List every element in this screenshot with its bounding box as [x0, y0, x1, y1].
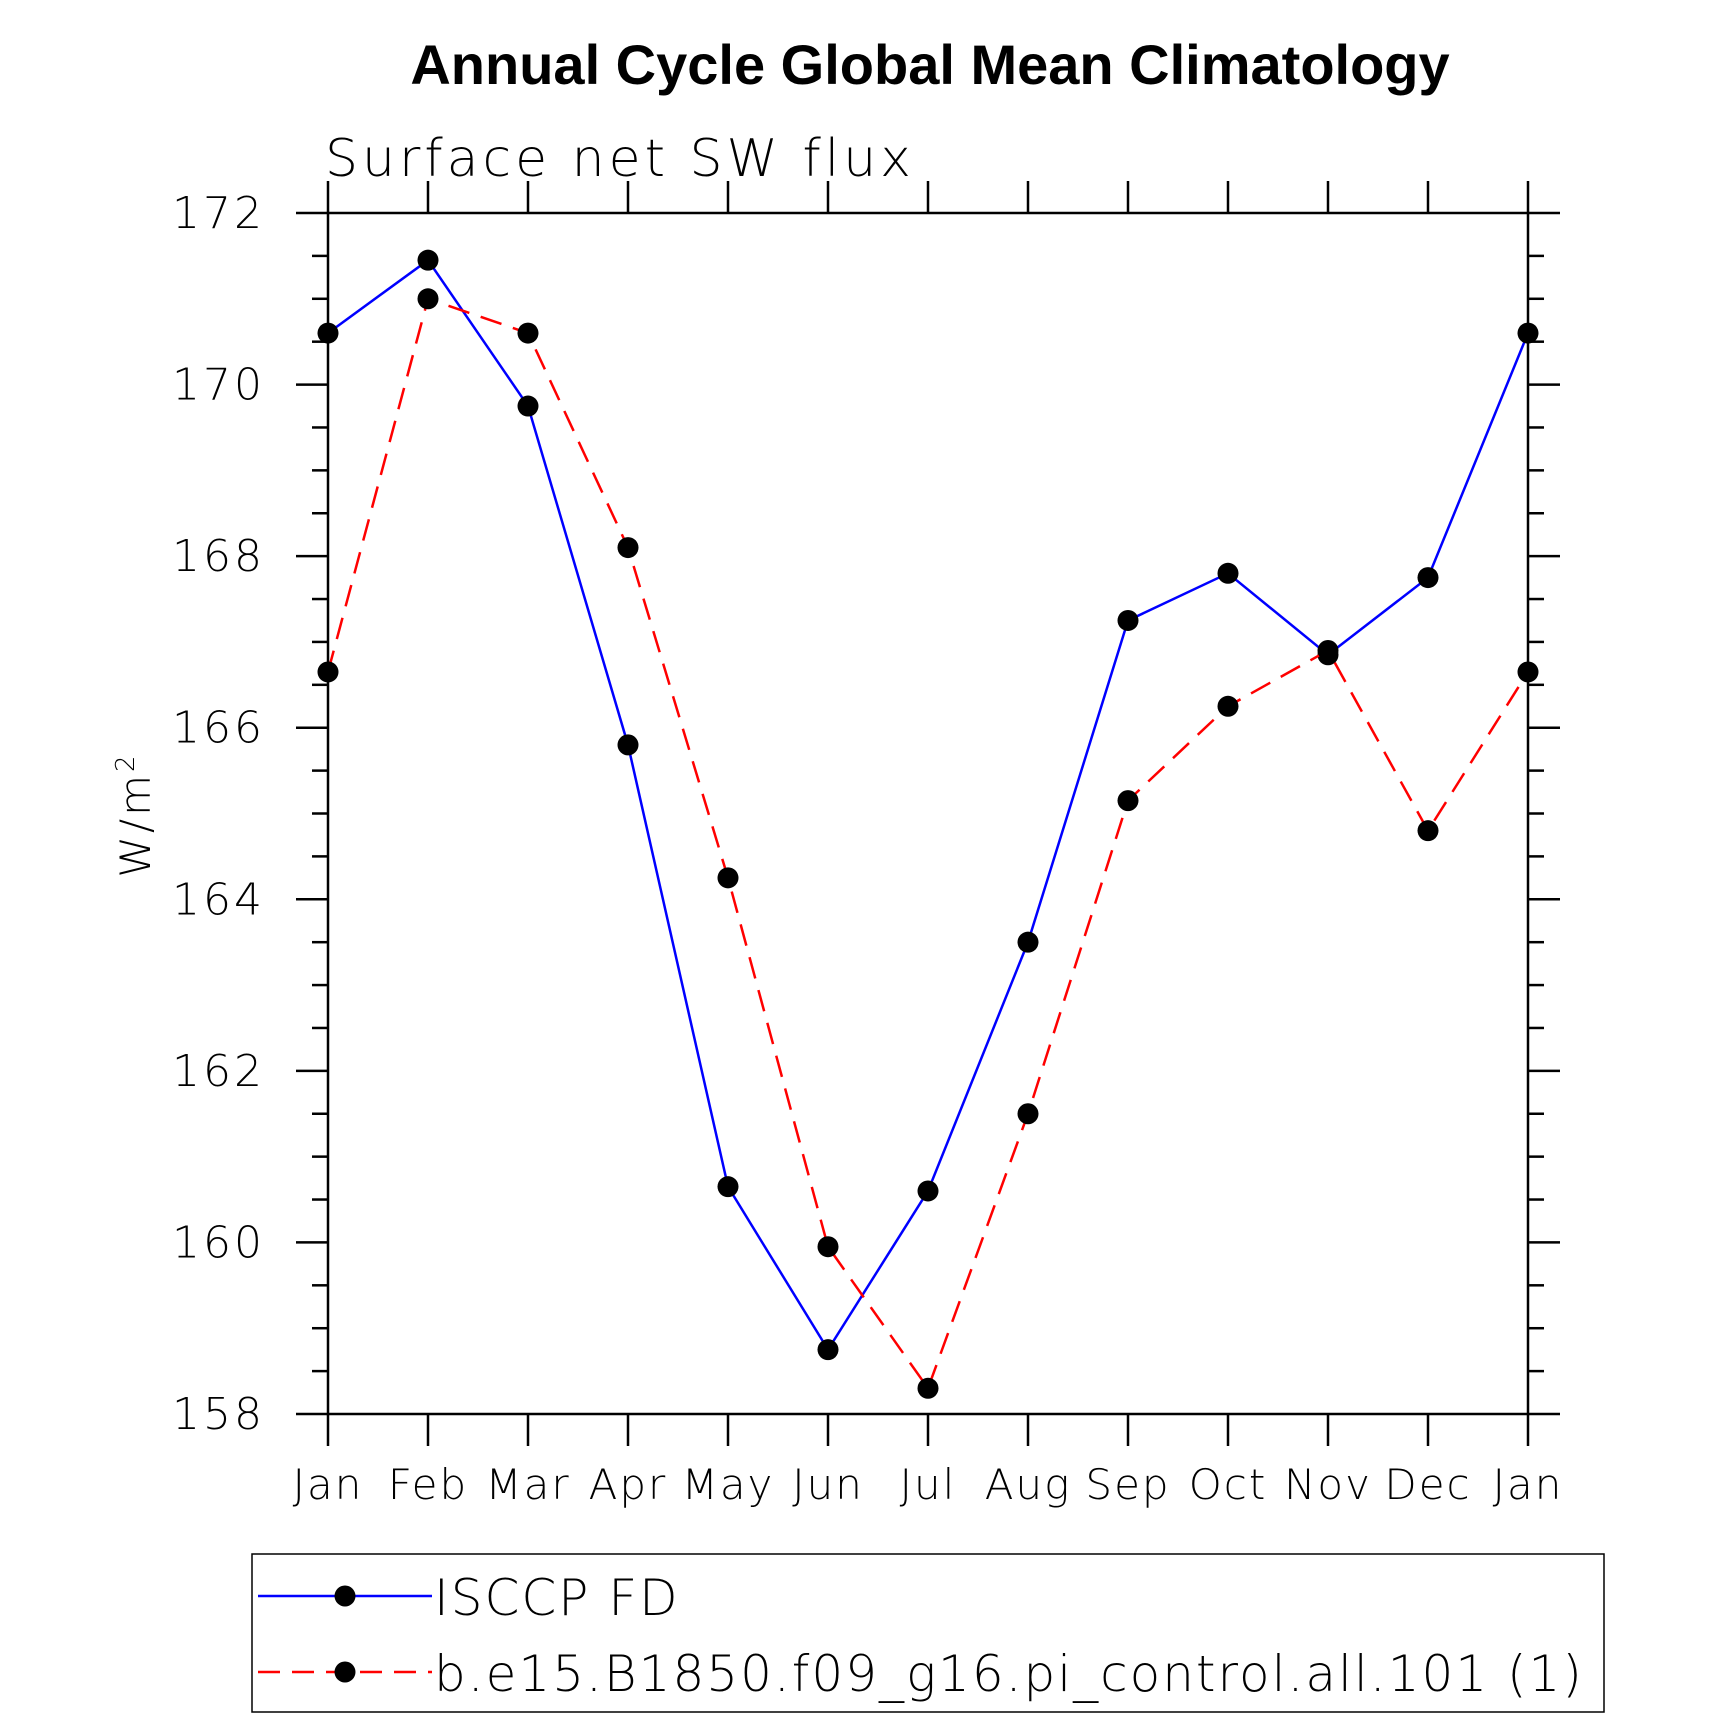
- y-tick-label: 168: [172, 531, 265, 582]
- series-2-point: [1517, 661, 1539, 683]
- x-tick-label: Jul: [900, 1460, 957, 1509]
- series-2-point: [1417, 820, 1439, 842]
- chart-subtitle: Surface net SW flux: [325, 129, 915, 189]
- legend-box: [251, 1553, 1605, 1713]
- x-tick-label: Jun: [792, 1460, 864, 1509]
- y-axis-label: W/m2: [111, 752, 160, 877]
- series-2-point: [1017, 1103, 1039, 1125]
- series-1-point: [1017, 931, 1039, 953]
- series-1-point: [517, 395, 539, 417]
- legend-label-1: ISCCP FD: [434, 1569, 680, 1627]
- series-1-point: [317, 322, 339, 344]
- series-2-point: [1217, 695, 1239, 717]
- x-tick-label: Jan: [293, 1460, 364, 1509]
- legend-marker-2: [334, 1661, 356, 1683]
- x-tick-label: Aug: [985, 1460, 1072, 1509]
- series-1-point: [917, 1180, 939, 1202]
- series-2-point: [817, 1236, 839, 1258]
- series-line-2: [326, 297, 1530, 1391]
- series-1-point: [717, 1176, 739, 1198]
- x-tick-label: Apr: [589, 1460, 668, 1509]
- series-2-point: [717, 867, 739, 889]
- series-1-point: [1217, 562, 1239, 584]
- series-2-point: [917, 1377, 939, 1399]
- series-1-point: [417, 249, 439, 271]
- series-1-point: [1117, 609, 1139, 631]
- y-tick-label: 172: [172, 188, 265, 239]
- legend-marker-1: [334, 1585, 356, 1607]
- plot-area: Jan Feb Mar Apr May Jun Jul Aug Sep Oct Nov Dec Jan 1…: [172, 181, 1564, 1509]
- legend: ISCCP FD b.e15.B1850.f09_g16.pi_control.a…: [258, 1569, 1584, 1703]
- series-2-point: [1317, 640, 1339, 662]
- chart-title: Annual Cycle Global Mean Climatology: [410, 33, 1449, 96]
- x-tick-label: May: [682, 1460, 775, 1509]
- plot-frame: [326, 211, 1530, 1416]
- y-tick-label: 158: [172, 1389, 265, 1440]
- series-1-point: [817, 1339, 839, 1361]
- y-tick-label: 164: [172, 874, 265, 925]
- y-tick-label: 170: [172, 360, 265, 411]
- x-tick-label: Feb: [388, 1460, 468, 1509]
- series-1-point: [1517, 322, 1539, 344]
- series-1-point: [617, 734, 639, 756]
- series-1-point: [1417, 567, 1439, 589]
- series-2-point: [317, 661, 339, 683]
- legend-label-2: b.e15.B1850.f09_g16.pi_control.all.101 (…: [434, 1645, 1584, 1703]
- x-tick-label: Sep: [1085, 1460, 1170, 1509]
- series-2-point: [417, 288, 439, 310]
- series-2-point: [517, 322, 539, 344]
- x-tick-label: Oct: [1189, 1460, 1268, 1509]
- y-tick-label: 160: [172, 1217, 265, 1268]
- x-tick-label: Nov: [1284, 1460, 1372, 1509]
- series-2-point: [617, 537, 639, 559]
- y-tick-label: 166: [172, 703, 265, 754]
- x-tick-label: Dec: [1384, 1460, 1471, 1509]
- x-tick-label: Jan: [1493, 1460, 1564, 1509]
- series-2-point: [1117, 790, 1139, 812]
- y-tick-label: 162: [172, 1046, 265, 1097]
- x-tick-label: Mar: [485, 1460, 570, 1509]
